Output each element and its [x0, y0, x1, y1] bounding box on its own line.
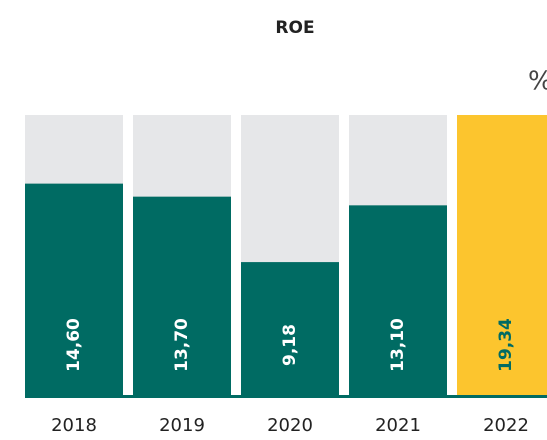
bar	[457, 115, 547, 395]
bar	[133, 196, 231, 395]
value-label: 13,70	[172, 318, 192, 372]
value-label: 14,60	[64, 318, 84, 372]
value-label: 13,10	[388, 318, 408, 372]
bar	[241, 262, 339, 395]
x-tick-label: 2019	[159, 415, 205, 436]
bar	[349, 205, 447, 395]
x-tick-label: 2021	[375, 415, 421, 436]
baseline	[25, 395, 547, 398]
value-label: 19,34	[496, 318, 516, 372]
x-tick-label: 2018	[51, 415, 97, 436]
x-tick-label: 2020	[267, 415, 313, 436]
unit-label: %	[528, 67, 547, 97]
x-tick-label: 2022	[483, 415, 529, 436]
value-label: 9,18	[280, 324, 300, 366]
bar	[25, 183, 123, 395]
chart-title: ROE	[275, 18, 314, 38]
